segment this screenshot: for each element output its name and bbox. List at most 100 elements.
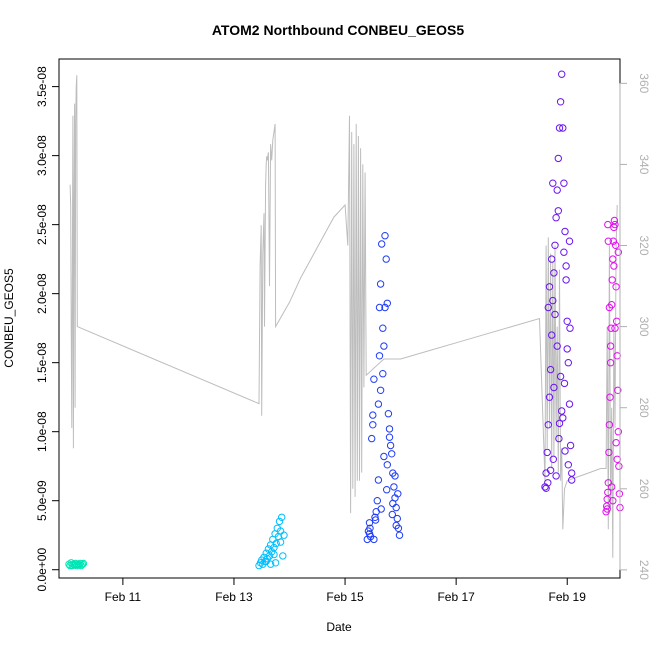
data-point: [613, 317, 621, 325]
data-point: [550, 269, 558, 277]
data-point: [78, 560, 87, 568]
data-point: [555, 419, 564, 428]
y-axis-label: CONBEU_GEOS5: [2, 268, 16, 368]
data-point: [379, 324, 387, 332]
data-point: [554, 207, 562, 215]
data-point: [375, 352, 384, 360]
data-point: [612, 439, 620, 447]
altitude-line: [69, 75, 618, 558]
data-point: [615, 462, 623, 470]
data-point: [380, 452, 388, 461]
x-axis-label: Date: [326, 620, 352, 634]
data-point: [609, 497, 617, 505]
data-point: [615, 490, 624, 498]
data-point: [610, 216, 619, 225]
data-point: [561, 447, 569, 455]
data-point: [393, 514, 401, 523]
data-point: [544, 303, 552, 312]
data-point: [79, 559, 88, 568]
series-3: [363, 232, 404, 544]
altitude-layer: [69, 75, 618, 558]
points-layer: [65, 70, 624, 570]
data-point: [558, 70, 566, 78]
data-point: [544, 421, 552, 429]
data-point: [609, 237, 617, 245]
data-point: [272, 539, 280, 548]
data-point: [548, 255, 556, 263]
data-point: [383, 461, 391, 469]
data-point: [278, 513, 286, 521]
data-point: [546, 365, 555, 374]
data-point: [370, 375, 378, 383]
x-tick-label: Feb 19: [549, 590, 587, 604]
series-5: [602, 216, 624, 516]
x-tick-label: Feb 11: [105, 590, 142, 604]
data-point: [551, 310, 559, 319]
data-point: [551, 241, 559, 250]
data-point: [563, 345, 571, 353]
data-point: [613, 455, 621, 463]
data-point: [374, 476, 383, 484]
data-point: [564, 359, 572, 367]
data-point: [365, 519, 374, 527]
data-point: [388, 450, 396, 458]
data-point: [552, 214, 560, 222]
data-point: [565, 237, 574, 245]
data-point: [377, 505, 385, 513]
data-point: [279, 552, 287, 560]
data-point: [376, 280, 385, 288]
data-point: [560, 248, 568, 256]
data-point: [549, 179, 557, 187]
data-point: [606, 342, 615, 350]
series-1: [65, 559, 88, 570]
data-point: [280, 531, 288, 539]
data-point: [371, 516, 380, 524]
data-point: [565, 400, 574, 408]
data-point: [554, 154, 562, 163]
data-point: [270, 550, 278, 559]
y-tick-label: 5.0e-09: [35, 480, 49, 521]
data-point: [566, 441, 575, 450]
data-point: [611, 324, 619, 332]
y2-tick-label: 300: [637, 317, 650, 337]
series-4: [541, 70, 576, 492]
data-point: [379, 370, 387, 378]
data-point: [614, 248, 622, 256]
x-axis: Feb 11 Feb 13 Feb 15 Feb 17 Feb 19: [105, 577, 587, 604]
data-point: [275, 517, 284, 526]
data-point: [614, 428, 622, 436]
data-point: [604, 237, 612, 245]
data-point: [610, 262, 618, 270]
data-point: [383, 299, 391, 307]
data-point: [395, 531, 404, 539]
data-point: [559, 124, 567, 132]
data-point: [276, 538, 285, 546]
data-point: [560, 179, 568, 187]
data-point: [381, 232, 389, 240]
data-point: [380, 342, 388, 350]
y-tick-label: 2.5e-08: [35, 204, 49, 245]
data-point: [568, 469, 576, 477]
data-point: [559, 414, 567, 422]
data-point: [555, 434, 563, 443]
data-point: [369, 421, 377, 429]
data-point: [553, 186, 561, 194]
y-tick-label: 2.0e-08: [35, 273, 49, 314]
data-point: [545, 393, 554, 401]
data-point: [386, 441, 395, 450]
data-point: [391, 472, 399, 480]
data-point: [394, 490, 402, 498]
data-point: [546, 466, 555, 474]
data-point: [604, 220, 612, 229]
data-point: [368, 434, 376, 443]
y2-tick-label: 320: [637, 235, 650, 255]
data-point: [606, 393, 614, 401]
data-point: [608, 276, 616, 284]
data-point: [392, 521, 400, 530]
data-point: [373, 497, 381, 505]
data-point: [605, 421, 614, 429]
y2-axis: 240 260 280 300 320 340 360: [619, 73, 650, 580]
y-tick-label: 1.0e-08: [35, 411, 49, 452]
data-point: [568, 476, 576, 484]
